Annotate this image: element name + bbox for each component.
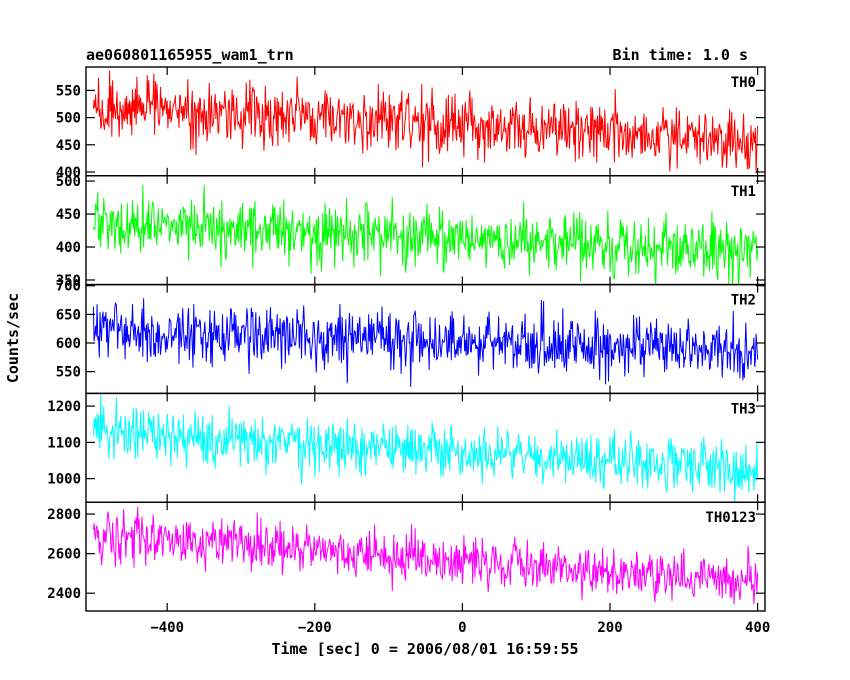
x-tick-label: 0 [458,620,466,636]
x-tick-label: −400 [150,620,184,636]
y-tick-label-th3: 1000 [47,472,81,488]
panel-frame-th3 [85,392,766,503]
x-tick-label: −200 [298,620,332,636]
y-tick-label-th2: 550 [56,365,81,381]
light-curve-th0 [92,70,759,174]
y-tick-label-th1: 400 [56,240,81,256]
y-tick-label-th0: 500 [56,111,81,127]
y-tick-label-th1: 350 [56,273,81,289]
panel-th3: 1000 1100 1200 TH3 [47,392,766,503]
y-tick-label-th0: 400 [56,165,81,181]
x-axis-title: Time [sec] 0 = 2006/08/01 16:59:55 [271,640,578,658]
light-curve-th2 [92,298,759,388]
y-tick-label-th2: 700 [56,279,81,295]
bin-time-label: Bin time: 1.0 s [613,46,748,64]
panel-th0: 400 450 500 550 TH0 [56,66,766,181]
panel-frame-th0123 [85,501,766,612]
panel-frame-th2 [85,283,766,395]
panel-th0123: 2400 2600 2800 TH0123 [47,501,766,612]
plot-panels: 400 450 500 550 TH0 350 400 450 500 TH1 550 600 650 7… [47,66,766,612]
y-axis-title: Counts/sec [4,293,22,383]
y-tick-label-th3: 1100 [47,435,81,451]
y-tick-label-th0123: 2600 [47,547,81,563]
panel-tag-th2: TH2 [731,293,756,309]
y-tick-label-th0123: 2400 [47,586,81,602]
light-curve-th0123 [92,506,759,605]
panel-th2: 550 600 650 700 TH2 [56,279,766,395]
light-curve-th3 [92,393,759,503]
y-tick-label-th0: 450 [56,138,81,154]
y-tick-label-th3: 1200 [47,399,81,415]
x-tick-label: 200 [597,620,622,636]
y-tick-label-th0123: 2800 [47,507,81,523]
x-axis: −400 −200 0 200 400 [150,620,770,636]
panel-th1: 350 400 450 500 TH1 [56,174,766,289]
y-tick-label-th2: 600 [56,336,81,352]
y-tick-label-th1: 450 [56,207,81,223]
y-tick-label-th2: 650 [56,307,81,323]
y-tick-label-th1: 500 [56,174,81,190]
y-tick-label-th0: 550 [56,83,81,99]
panel-tag-th0123: TH0123 [705,510,756,526]
x-tick-label: 400 [745,620,770,636]
panel-tag-th0: TH0 [731,75,756,91]
observation-id-label: ae060801165955_wam1_trn [86,46,294,64]
light-curve-th1 [92,184,759,285]
panel-tag-th1: TH1 [731,184,756,200]
panel-tag-th3: TH3 [731,401,756,417]
